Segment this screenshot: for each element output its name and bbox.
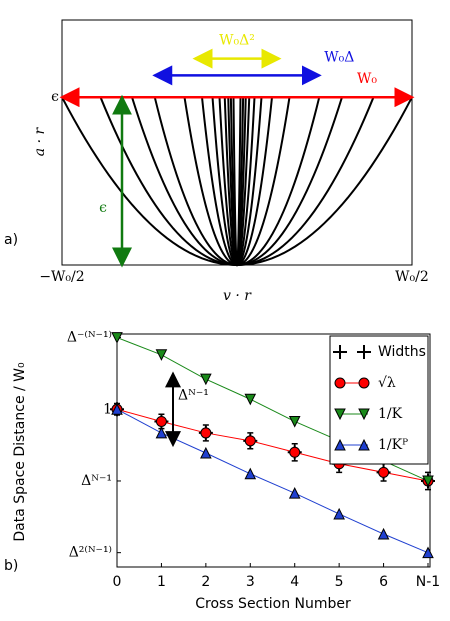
marker <box>155 426 168 439</box>
legend-marker <box>334 438 346 451</box>
legend-marker <box>333 345 347 359</box>
x-tick-label: −W₀/2 <box>39 269 84 285</box>
marker <box>333 507 345 520</box>
parabola <box>183 97 291 267</box>
panel-b-frame <box>116 333 431 568</box>
y-tick-label: 1 <box>103 401 112 417</box>
marker <box>377 527 390 540</box>
x-tick-label: N-1 <box>416 574 440 590</box>
y-tick-label: Δ²⁽ᴺ⁻¹⁾ <box>69 545 112 561</box>
marker <box>111 403 123 415</box>
marker <box>422 475 434 488</box>
x-tick-label: 1 <box>157 574 166 590</box>
x-axis-label: Cross Section Number <box>195 596 351 612</box>
legend-marker <box>358 377 370 389</box>
marker <box>200 427 212 439</box>
legend-box <box>329 335 429 465</box>
y-axis-label: Data Space Distance / W₀ <box>12 362 28 542</box>
x-tick-label: 2 <box>201 574 210 590</box>
legend-marker <box>334 377 346 389</box>
x-tick-label: 4 <box>290 574 299 590</box>
panel-label: b) <box>4 558 18 574</box>
annotation: Δᴺ⁻¹ <box>178 387 209 403</box>
marker <box>422 546 434 559</box>
marker <box>244 467 257 480</box>
x-tick-label: 6 <box>379 574 388 590</box>
x-axis-label: v · r <box>223 288 252 304</box>
parabola <box>201 97 273 267</box>
legend-marker <box>358 408 370 421</box>
marker <box>288 487 301 499</box>
parabola <box>153 96 321 267</box>
y-tick-label: Δ⁻⁽ᴺ⁻¹⁾ <box>67 330 112 346</box>
y-axis-label: a · r <box>32 126 48 156</box>
marker <box>244 435 256 447</box>
legend-marker <box>358 438 370 451</box>
legend-label: Widths <box>378 344 426 360</box>
annotation: W₀Δ² <box>219 33 255 49</box>
annotation: W₀ <box>357 71 377 87</box>
y-tick-label: ϵ <box>51 89 59 105</box>
parabola <box>61 96 413 267</box>
marker <box>155 349 168 361</box>
panel-label: a) <box>4 232 18 248</box>
legend-label: 1/Kᴾ <box>378 437 408 453</box>
marker <box>200 373 212 386</box>
marker <box>289 446 301 458</box>
legend-marker <box>357 345 371 359</box>
marker <box>244 393 257 406</box>
legend-label: √λ <box>378 375 396 391</box>
parabola <box>232 97 242 267</box>
x-tick-label: 0 <box>113 574 122 590</box>
y-tick-label: Δᴺ⁻¹ <box>81 473 112 489</box>
legend-marker <box>334 408 346 421</box>
legend-label: 1/K <box>378 406 403 422</box>
x-tick-label: 3 <box>246 574 255 590</box>
panel-a-frame <box>61 19 413 266</box>
annotation: ϵ <box>99 200 107 216</box>
x-tick-label: 5 <box>335 574 344 590</box>
marker <box>200 446 212 459</box>
marker <box>378 466 390 478</box>
marker <box>111 332 123 344</box>
marker <box>155 415 167 427</box>
annotation: W₀Δ <box>324 49 354 65</box>
parabola <box>99 96 375 267</box>
parabola <box>211 97 263 267</box>
parabola <box>131 96 343 267</box>
marker <box>288 415 301 428</box>
x-tick-label: W₀/2 <box>395 269 429 285</box>
